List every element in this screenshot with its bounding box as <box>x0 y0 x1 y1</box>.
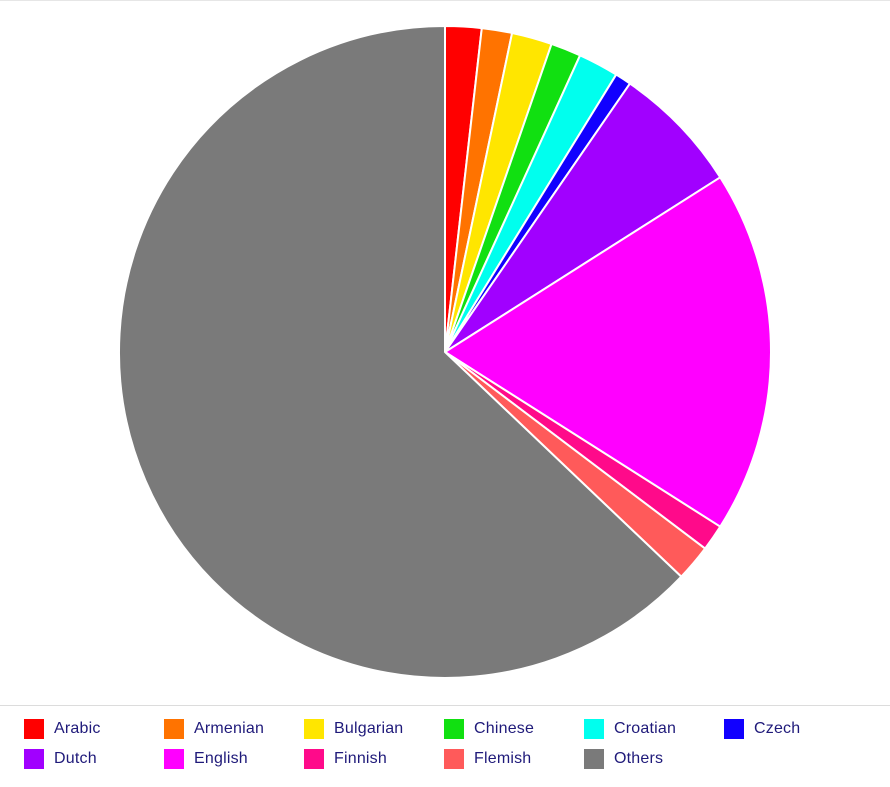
pie-slice-others[interactable] <box>118 25 683 679</box>
top-border <box>0 0 890 1</box>
pie-slice-dutch[interactable] <box>444 82 722 353</box>
legend-swatch <box>164 719 184 739</box>
legend-item-czech[interactable]: Czech <box>724 719 864 739</box>
legend-label: Others <box>614 750 664 767</box>
legend-swatch <box>584 749 604 769</box>
legend-label: Bulgarian <box>334 720 404 737</box>
legend-label: Chinese <box>474 720 535 737</box>
pie-slices <box>118 24 772 679</box>
legend-swatch <box>444 719 464 739</box>
legend-label: Croatian <box>614 720 677 737</box>
legend-label: Arabic <box>54 720 101 737</box>
legend-label: Armenian <box>194 720 265 737</box>
legend-item-arabic[interactable]: Arabic <box>24 719 164 739</box>
legend-label: Flemish <box>474 750 532 767</box>
legend-item-bulgarian[interactable]: Bulgarian <box>304 719 444 739</box>
legend-swatch <box>24 749 44 769</box>
legend-swatch <box>724 719 744 739</box>
legend-item-finnish[interactable]: Finnish <box>304 749 444 769</box>
legend-label: English <box>194 750 248 767</box>
legend-item-others[interactable]: Others <box>584 749 724 769</box>
chart-legend: Arabic Armenian Bulgarian Chinese Croatian Cz… <box>24 719 884 769</box>
legend-swatch <box>164 749 184 769</box>
legend-item-flemish[interactable]: Flemish <box>444 749 584 769</box>
legend-swatch <box>584 719 604 739</box>
legend-item-chinese[interactable]: Chinese <box>444 719 584 739</box>
legend-label: Finnish <box>334 750 387 767</box>
pie-slice-english[interactable] <box>444 176 772 528</box>
legend-item-english[interactable]: English <box>164 749 304 769</box>
legend-swatch <box>444 749 464 769</box>
legend-divider <box>0 705 890 706</box>
legend-item-croatian[interactable]: Croatian <box>584 719 724 739</box>
pie-chart <box>118 24 772 679</box>
legend-swatch <box>24 719 44 739</box>
legend-label: Czech <box>754 720 801 737</box>
legend-swatch <box>304 719 324 739</box>
legend-label: Dutch <box>54 750 97 767</box>
legend-item-armenian[interactable]: Armenian <box>164 719 304 739</box>
legend-swatch <box>304 749 324 769</box>
legend-item-dutch[interactable]: Dutch <box>24 749 164 769</box>
